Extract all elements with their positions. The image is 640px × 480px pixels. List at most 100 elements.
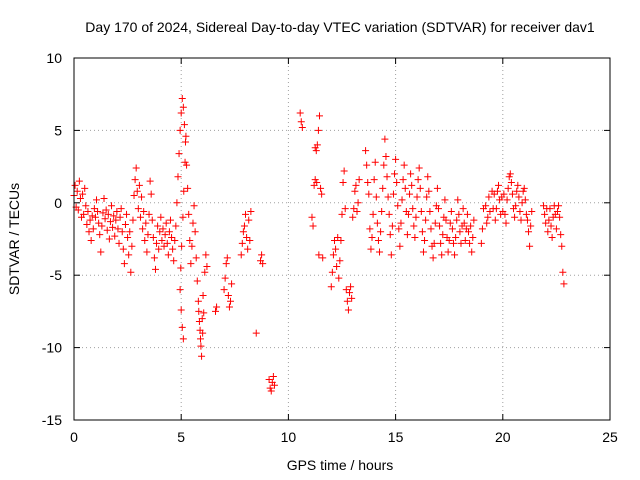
data-point bbox=[158, 236, 166, 244]
data-point bbox=[177, 109, 185, 117]
data-point bbox=[398, 196, 406, 204]
data-point bbox=[265, 375, 273, 383]
data-point bbox=[424, 173, 432, 181]
x-tick-label: 20 bbox=[495, 429, 511, 445]
data-point bbox=[223, 254, 231, 262]
data-point bbox=[140, 207, 148, 215]
y-axis-label: SDTVAR / TECUs bbox=[6, 183, 22, 295]
data-point bbox=[185, 210, 193, 218]
data-point bbox=[144, 231, 152, 239]
data-point bbox=[190, 202, 198, 210]
data-point bbox=[170, 257, 178, 265]
data-point bbox=[121, 221, 129, 229]
data-point bbox=[387, 251, 395, 259]
data-point bbox=[196, 326, 204, 334]
data-point bbox=[157, 213, 165, 221]
data-point bbox=[394, 202, 402, 210]
data-point bbox=[383, 173, 391, 181]
data-point bbox=[201, 268, 209, 276]
data-point bbox=[434, 205, 442, 213]
data-point bbox=[366, 225, 374, 233]
data-point bbox=[192, 254, 200, 262]
x-tick-label: 0 bbox=[70, 429, 78, 445]
data-point bbox=[200, 309, 208, 317]
data-point bbox=[449, 239, 457, 247]
data-point bbox=[406, 190, 414, 198]
data-point bbox=[527, 222, 535, 230]
data-point bbox=[315, 112, 323, 120]
data-point bbox=[175, 150, 183, 158]
data-point bbox=[372, 193, 380, 201]
data-point bbox=[179, 335, 187, 343]
data-point bbox=[128, 242, 136, 250]
data-point bbox=[552, 225, 560, 233]
data-point bbox=[342, 286, 350, 294]
data-point bbox=[227, 297, 235, 305]
data-point bbox=[512, 202, 520, 210]
data-point bbox=[441, 196, 449, 204]
data-point bbox=[172, 222, 180, 230]
data-point bbox=[311, 144, 319, 152]
data-point bbox=[344, 306, 352, 314]
data-point bbox=[93, 196, 101, 204]
data-point bbox=[212, 307, 220, 315]
data-point bbox=[74, 206, 82, 214]
data-point bbox=[519, 187, 527, 195]
data-point bbox=[243, 234, 251, 242]
data-point bbox=[503, 196, 511, 204]
data-point bbox=[105, 235, 113, 243]
data-point bbox=[493, 187, 501, 195]
data-point bbox=[221, 274, 229, 282]
data-point bbox=[347, 283, 355, 291]
data-point bbox=[515, 193, 523, 201]
data-point bbox=[353, 207, 361, 215]
data-point bbox=[376, 248, 384, 256]
data-point bbox=[197, 342, 205, 350]
data-point bbox=[445, 236, 453, 244]
data-point bbox=[403, 231, 411, 239]
data-point bbox=[101, 215, 109, 223]
data-point bbox=[138, 193, 146, 201]
chart-title: Day 170 of 2024, Sidereal Day-to-day VTE… bbox=[85, 19, 595, 35]
data-point bbox=[193, 277, 201, 285]
data-point bbox=[506, 170, 514, 178]
data-point bbox=[409, 205, 417, 213]
data-point bbox=[100, 194, 108, 202]
data-point bbox=[103, 226, 111, 234]
data-point bbox=[339, 179, 347, 187]
data-point bbox=[422, 216, 430, 224]
x-tick-label: 25 bbox=[602, 429, 618, 445]
data-point bbox=[523, 216, 531, 224]
data-point bbox=[126, 228, 134, 236]
data-point bbox=[267, 387, 275, 395]
data-point bbox=[369, 210, 377, 218]
data-point bbox=[336, 257, 344, 265]
data-point bbox=[245, 216, 253, 224]
data-point bbox=[486, 207, 494, 215]
data-point bbox=[547, 222, 555, 230]
data-point bbox=[168, 234, 176, 242]
data-point bbox=[178, 323, 186, 331]
data-point bbox=[130, 192, 138, 200]
data-point bbox=[246, 236, 254, 244]
axis-ticks bbox=[73, 57, 611, 421]
data-point bbox=[139, 225, 147, 233]
data-point bbox=[469, 234, 477, 242]
data-point bbox=[546, 205, 554, 213]
data-point bbox=[239, 228, 247, 236]
data-points bbox=[70, 95, 568, 395]
data-point bbox=[484, 213, 492, 221]
data-point bbox=[419, 248, 427, 256]
data-point bbox=[452, 234, 460, 242]
data-point bbox=[407, 170, 415, 178]
data-point bbox=[298, 124, 306, 132]
data-point bbox=[220, 286, 228, 294]
data-point bbox=[136, 213, 144, 221]
data-point bbox=[102, 206, 110, 214]
data-point bbox=[368, 234, 376, 242]
data-point bbox=[238, 239, 246, 247]
data-point bbox=[188, 242, 196, 250]
data-point bbox=[354, 199, 362, 207]
data-point bbox=[467, 222, 475, 230]
